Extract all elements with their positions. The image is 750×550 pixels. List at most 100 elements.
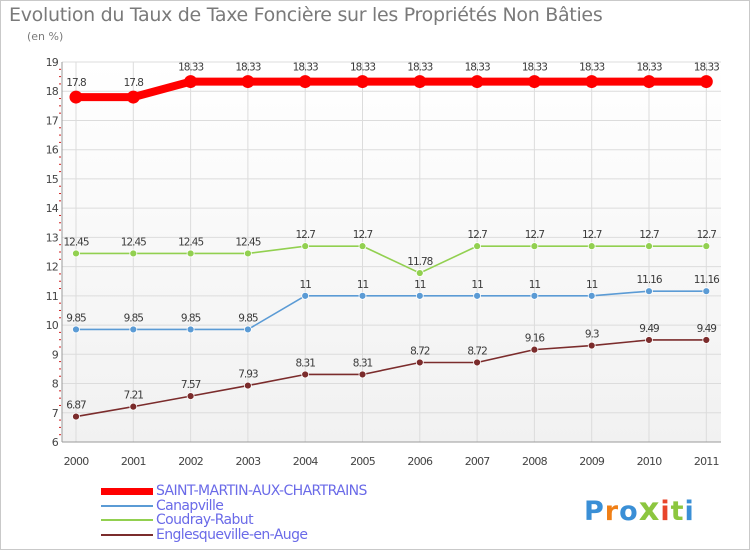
data-point [642,75,656,89]
data-point [645,336,653,344]
y-tick-label: 11 [46,290,58,303]
legend-swatch [101,504,153,507]
data-point [72,325,80,334]
x-tick-label: 2000 [64,455,90,468]
legend-swatch [101,519,153,522]
data-label: 18.33 [407,62,432,74]
series-line [75,339,708,418]
data-point [301,242,310,251]
data-point [585,75,599,89]
x-tick-label: 2002 [178,455,203,468]
data-label: 12.45 [178,236,203,248]
data-point [69,90,83,104]
data-point [184,75,198,89]
data-label: 9.85 [124,312,144,324]
data-label: 12.7 [639,229,659,241]
data-label: 11 [300,279,312,291]
data-point [186,392,195,401]
data-label: 9.85 [238,312,258,324]
y-tick-label: 18 [46,85,59,98]
data-label: 8.31 [353,357,373,369]
data-label: 11 [471,279,483,291]
x-tick-label: 2003 [236,455,262,468]
data-label: 9.3 [585,329,599,341]
data-label: 18.33 [465,62,490,74]
data-label: 11.16 [636,274,662,286]
data-point [298,75,312,89]
legend-label: Englesqueville-en-Auge [156,526,308,543]
legend-item: SAINT-MARTIN-AUX-CHARTRAINS [101,483,367,500]
data-label: 6.87 [66,400,86,412]
y-tick-label: 7 [52,407,59,420]
data-label: 12.7 [697,229,717,241]
data-label: 12.7 [467,229,487,241]
data-label: 12.45 [121,236,146,248]
legend-label: SAINT-MARTIN-AUX-CHARTRAINS [156,483,367,500]
data-label: 18.33 [579,62,604,74]
data-label: 18.33 [350,62,375,74]
data-point [413,75,427,89]
y-tick-label: 15 [46,173,59,186]
data-label: 9.49 [639,323,659,335]
data-point [186,325,195,334]
data-label: 11 [529,279,541,291]
data-label: 18.33 [636,62,661,74]
data-point [473,291,482,300]
chart-legend: SAINT-MARTIN-AUX-CHARTRAINS Canapville Cou… [101,483,367,543]
data-label: 7.21 [124,390,144,402]
data-point [243,325,252,334]
legend-item: Canapville [101,497,367,514]
data-point [470,75,484,89]
data-label: 12.7 [353,229,373,241]
data-label: 7.93 [238,369,258,381]
data-label: 9.16 [525,333,546,345]
data-point [645,242,653,251]
data-label: 18.33 [235,62,260,74]
legend-swatch [101,533,153,536]
data-point [129,249,138,258]
data-label: 8.72 [410,345,430,357]
data-label: 11 [357,279,369,291]
y-tick-label: 9 [52,348,59,361]
data-point [645,287,653,296]
data-point [702,336,711,344]
data-point [415,358,424,367]
data-label: 11.78 [407,256,432,268]
data-label: 12.45 [63,236,88,248]
y-tick-label: 6 [52,436,59,449]
data-point [530,291,539,300]
series-line [75,245,708,274]
data-label: 17.8 [124,77,144,89]
data-label: 8.31 [296,357,316,369]
data-point [243,249,252,258]
data-label: 12.7 [525,229,545,241]
data-label: 18.33 [694,62,719,74]
y-tick-label: 19 [46,56,59,69]
data-point [358,242,367,251]
y-tick-label: 12 [46,261,58,274]
data-point [415,291,424,300]
chart-unit-label: (en %) [27,30,64,43]
y-tick-label: 13 [46,231,59,244]
data-label: 12.45 [235,236,260,248]
y-tick-label: 14 [46,202,59,215]
legend-label: Canapville [156,497,224,514]
data-label: 11.16 [694,274,720,286]
data-point [358,291,367,300]
legend-label: Coudray-Rabut [156,512,254,529]
legend-item: Coudray-Rabut [101,512,367,529]
data-point [358,370,367,379]
data-label: 12.7 [582,229,602,241]
data-point [129,402,138,411]
data-point [301,370,310,379]
data-point [301,291,310,300]
data-point [702,287,711,296]
x-tick-label: 2004 [293,455,319,468]
data-label: 17.8 [66,77,86,89]
data-point [473,242,482,251]
chart-title: Evolution du Taux de Taxe Foncière sur l… [9,4,603,26]
data-point [702,242,711,251]
data-point [356,75,369,89]
data-label: 18.33 [178,62,203,74]
